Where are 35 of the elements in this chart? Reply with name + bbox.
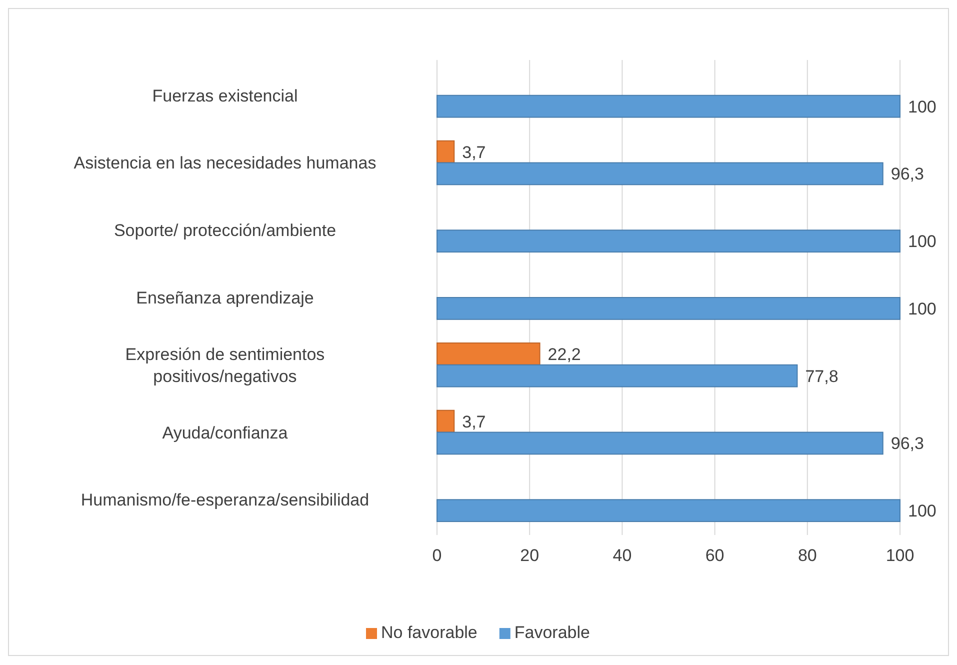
bar xyxy=(436,499,900,522)
bar xyxy=(436,162,884,186)
legend-label: Favorable xyxy=(514,623,590,642)
data-label: 77,8 xyxy=(805,366,838,386)
y-tick-label: Expresión de sentimientos positivos/negativos xyxy=(125,344,325,386)
data-label: 3,7 xyxy=(462,412,486,432)
bar xyxy=(436,364,798,388)
y-tick-label: Enseñanza aprendizaje xyxy=(136,288,314,308)
bar xyxy=(436,342,540,366)
y-tick-label: Soporte/ protección/ambiente xyxy=(114,221,336,240)
y-tick-label: Humanismo/fe-esperanza/sensibilidad xyxy=(80,490,370,510)
y-tick-label: Asistencia en las necesidades humanas xyxy=(74,154,376,173)
x-tick-label: 0 xyxy=(432,546,442,566)
x-tick-label: 60 xyxy=(705,546,724,566)
y-tick-label: Fuerzas existencial xyxy=(152,86,298,106)
bar xyxy=(436,432,884,455)
x-tick-label: 40 xyxy=(612,546,632,566)
x-tick-label: 20 xyxy=(520,546,540,566)
bar xyxy=(436,410,455,433)
data-label: 100 xyxy=(908,502,936,521)
data-label: 96,3 xyxy=(890,164,924,184)
data-label: 100 xyxy=(908,97,936,116)
bar xyxy=(436,94,900,118)
bar xyxy=(436,230,900,253)
data-label: 100 xyxy=(908,299,936,318)
data-label: 22,2 xyxy=(548,344,581,364)
x-tick-label: 80 xyxy=(798,546,817,566)
bar xyxy=(436,140,455,164)
x-tick-label: 100 xyxy=(886,546,914,566)
y-tick-label: Ayuda/confianza xyxy=(162,423,288,442)
data-label: 96,3 xyxy=(890,434,924,454)
bar xyxy=(436,297,900,320)
data-label: 100 xyxy=(908,232,936,252)
data-label: 3,7 xyxy=(462,142,486,162)
legend-label: No favorable xyxy=(381,623,478,642)
